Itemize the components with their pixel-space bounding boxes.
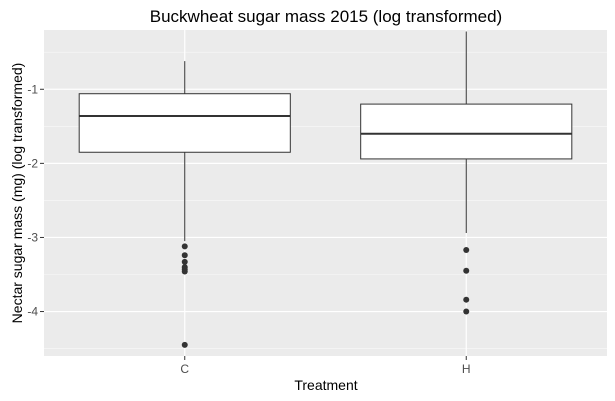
y-axis-title: Nectar sugar mass (mg) (log transformed) <box>9 63 25 324</box>
y-tick-label: -1 <box>27 82 38 96</box>
x-axis-title: Treatment <box>294 377 357 393</box>
y-tick-label: -2 <box>27 156 38 170</box>
plot-panel <box>44 30 607 356</box>
outlier-point <box>181 341 188 348</box>
outlier-point <box>181 243 188 250</box>
outlier-point <box>463 247 470 254</box>
x-tick-label: C <box>180 362 189 376</box>
chart-title: Buckwheat sugar mass 2015 (log transform… <box>150 7 502 26</box>
iqr-box <box>360 103 573 160</box>
box-C <box>78 61 291 348</box>
y-tick-label: -3 <box>27 230 38 244</box>
outlier-point <box>463 308 470 315</box>
iqr-box <box>78 93 291 153</box>
y-tick-label: -4 <box>27 305 38 319</box>
outlier-point <box>181 258 188 265</box>
outlier-point <box>181 268 188 275</box>
box-H <box>360 31 573 315</box>
axis-ticks <box>40 88 467 360</box>
outlier-point <box>463 267 470 274</box>
x-tick-label: H <box>462 362 471 376</box>
outlier-point <box>463 296 470 303</box>
box-series <box>78 31 573 348</box>
outlier-point <box>181 252 188 259</box>
tick-labels: -1 -2 -3 -4 C H <box>27 82 470 376</box>
